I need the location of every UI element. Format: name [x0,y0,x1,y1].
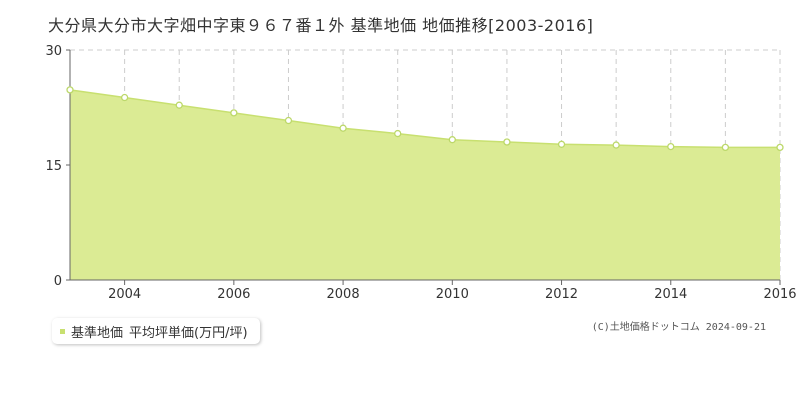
credit-text: (C)土地価格ドットコム 2024-09-21 [591,322,766,333]
data-point [557,140,566,148]
data-point [612,141,620,149]
chart-title: 大分県大分市大字畑中字東９６７番１外 基準地価 地価推移[2003-2016] [48,16,594,35]
data-point [175,101,183,109]
y-tick-label: 30 [45,44,62,59]
legend-swatch [60,328,65,334]
x-tick-label: 2004 [108,287,141,302]
data-point [776,143,784,152]
x-tick-label: 2016 [763,287,796,302]
data-point [721,143,730,152]
data-point [667,142,675,151]
x-tick-label: 2012 [545,287,578,302]
data-point [394,129,402,138]
y-tick-label: 15 [45,159,62,174]
legend-unit-label: 平均坪単価(万円/坪) [129,325,248,341]
data-point [503,138,511,146]
series-area [70,89,780,280]
data-point [339,124,347,132]
x-tick-label: 2006 [217,287,250,302]
data-point [448,136,456,144]
legend-series-label: 基準地価 [71,325,124,341]
data-point [66,86,74,94]
data-point [120,93,129,102]
x-tick-label: 2014 [654,287,687,302]
data-point [284,116,293,125]
legend: 基準地価 平均坪単価(万円/坪) [52,318,260,344]
y-tick-label: 0 [54,274,62,289]
data-point [230,109,238,117]
x-tick-label: 2008 [327,287,360,302]
series-line [69,89,780,149]
x-tick-label: 2010 [436,287,469,302]
